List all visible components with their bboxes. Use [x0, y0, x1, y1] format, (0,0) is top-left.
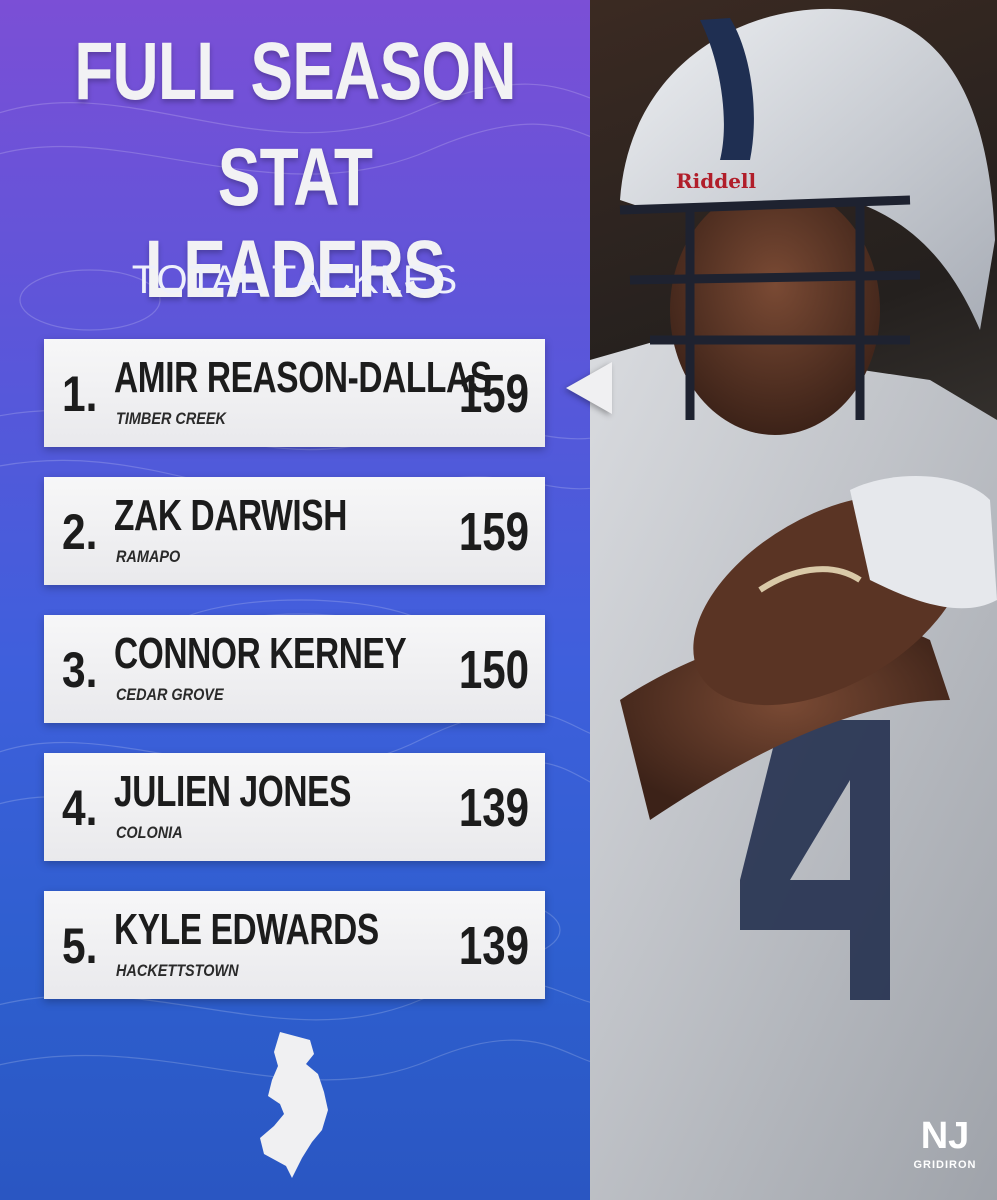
player-name: AMIR REASON-DALLAS [114, 353, 492, 402]
title-line-2: STAT LEADERS [144, 132, 446, 315]
player-name: KYLE EDWARDS [114, 905, 379, 954]
leader-row-3: 3. CONNOR KERNEY CEDAR GROVE 150 [44, 615, 545, 723]
helmet-brand-text: Riddell [676, 169, 757, 193]
new-jersey-state-icon [260, 1032, 328, 1178]
leader-row-1: 1. AMIR REASON-DALLAS TIMBER CREEK 159 [44, 339, 545, 447]
school-name: HACKETTSTOWN [116, 961, 239, 980]
rank: 4. [62, 780, 98, 836]
title-line-1: FULL SEASON [74, 26, 516, 117]
player-name: JULIEN JONES [114, 767, 352, 816]
stat-category: TOTAL TACKLES [131, 258, 459, 302]
logo-mark: NJ [921, 1115, 970, 1157]
rank: 3. [62, 642, 98, 698]
player-name: ZAK DARWISH [114, 491, 347, 540]
stat-value: 159 [458, 364, 529, 424]
school-name: TIMBER CREEK [116, 409, 226, 428]
leader-row-2: 2. ZAK DARWISH RAMAPO 159 [44, 477, 545, 585]
rank: 2. [62, 504, 98, 560]
school-name: RAMAPO [116, 547, 181, 566]
school-name: COLONIA [116, 823, 183, 842]
row-pointer-icon [566, 362, 612, 414]
stat-value: 139 [458, 778, 529, 838]
stat-value: 150 [458, 640, 529, 700]
nj-gridiron-logo: NJ GRIDIRON [914, 1115, 977, 1171]
school-name: CEDAR GROVE [116, 685, 224, 704]
leader-row-5: 5. KYLE EDWARDS HACKETTSTOWN 139 [44, 891, 545, 999]
football-player-illustration: Riddell [590, 8, 997, 1200]
player-photo: Riddell [590, 0, 997, 1200]
stat-value: 139 [458, 916, 529, 976]
rank: 5. [62, 918, 98, 974]
leader-row-4: 4. JULIEN JONES COLONIA 139 [44, 753, 545, 861]
rank: 1. [62, 366, 98, 422]
logo-text: GRIDIRON [914, 1159, 977, 1171]
stat-value: 159 [458, 502, 529, 562]
player-name: CONNOR KERNEY [114, 629, 407, 678]
stats-panel: FULL SEASON STAT LEADERS TOTAL TACKLES 1… [0, 0, 590, 1200]
